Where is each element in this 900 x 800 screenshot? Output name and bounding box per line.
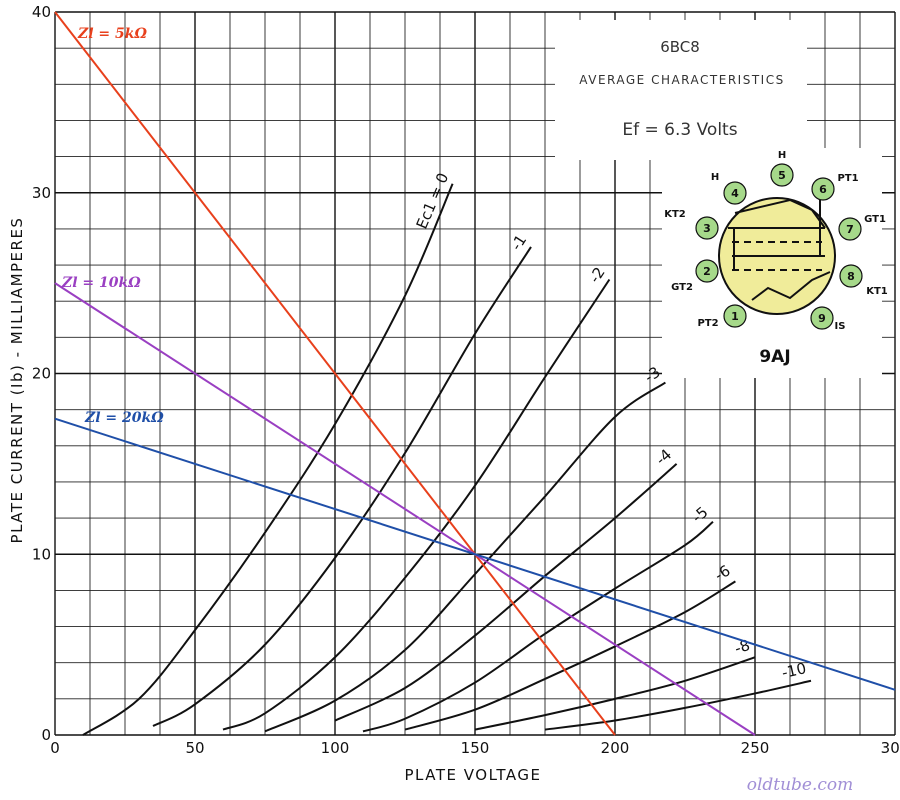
electrode-schematic bbox=[728, 198, 831, 301]
pin-4 bbox=[723, 181, 747, 205]
pin-name: IS bbox=[835, 321, 846, 332]
x-tick-label: 0 bbox=[50, 739, 60, 757]
curve-ec1-4 bbox=[334, 463, 678, 722]
pin-name: KT2 bbox=[664, 209, 686, 220]
pin-5 bbox=[770, 163, 794, 187]
curve-ec1-8 bbox=[474, 656, 756, 731]
y-axis-title: PLATE CURRENT (Ib) - MILLIAMPERES bbox=[8, 217, 26, 544]
pin-9 bbox=[810, 306, 834, 330]
watermark: oldtube.com bbox=[747, 775, 854, 795]
curve-ec1-3 bbox=[264, 381, 666, 733]
x-tick-label: 150 bbox=[461, 739, 490, 757]
curve-ec1-10 bbox=[82, 183, 454, 736]
pin-number: 3 bbox=[703, 222, 711, 235]
curve-ec1-6 bbox=[404, 580, 736, 731]
load-lines: Zl = 5kΩ Zl = 10kΩ Zl = 20kΩ bbox=[54, 11, 896, 736]
pin-number: 7 bbox=[846, 223, 854, 236]
load-line-label: Zl = 20kΩ bbox=[84, 410, 164, 426]
basing-diagram: 1 PT2 2 GT2 3 KT2 4 H 5 H 6 PT1 7 GT1 8 KT1 9 IS 9AJ bbox=[662, 148, 888, 378]
curve-label: -1 bbox=[507, 231, 530, 253]
curve-label: -5 bbox=[689, 503, 712, 526]
info-subtitle: AVERAGE CHARACTERISTICS bbox=[579, 73, 784, 87]
curve-ec1-1 bbox=[152, 246, 532, 727]
pin-number: 4 bbox=[731, 187, 739, 200]
curve-label: -6 bbox=[711, 561, 733, 584]
pins: 1 PT2 2 GT2 3 KT2 4 H 5 H 6 PT1 7 GT1 8 KT1 9 IS bbox=[664, 150, 888, 332]
curve-ec1-5 bbox=[362, 520, 714, 733]
pin-number: 1 bbox=[731, 310, 739, 323]
x-tick-label: 200 bbox=[601, 739, 630, 757]
curve-label: -10 bbox=[780, 659, 808, 682]
curve-label: -4 bbox=[652, 445, 675, 468]
tube-type: 6BC8 bbox=[660, 38, 700, 56]
pin-name: PT1 bbox=[837, 173, 858, 184]
pin-number: 6 bbox=[819, 183, 827, 196]
curve-label: -3 bbox=[641, 363, 664, 386]
curve-ec1-10 bbox=[544, 679, 812, 731]
pin-name: PT2 bbox=[697, 318, 718, 329]
load-line bbox=[54, 282, 756, 736]
load-line-label: Zl = 10kΩ bbox=[61, 275, 141, 291]
basing-code: 9AJ bbox=[759, 347, 790, 367]
x-tick-label: 100 bbox=[321, 739, 350, 757]
curve-label: -2 bbox=[585, 264, 608, 286]
x-axis-title: PLATE VOLTAGE bbox=[405, 766, 542, 784]
y-tick-label: 10 bbox=[32, 545, 51, 563]
pin-number: 8 bbox=[847, 270, 855, 283]
pin-name: GT2 bbox=[671, 282, 693, 293]
x-tick-label: 250 bbox=[741, 739, 770, 757]
pin-name: KT1 bbox=[866, 286, 888, 297]
y-tick-label: 40 bbox=[32, 3, 51, 21]
tick-labels: 0 50 100 150 200 250 300 0 10 20 30 40 bbox=[32, 3, 900, 757]
info-box: 6BC8 AVERAGE CHARACTERISTICS Ef = 6.3 Vo… bbox=[555, 20, 807, 160]
pin-name: H bbox=[711, 172, 719, 183]
y-tick-label: 0 bbox=[41, 726, 51, 744]
pin-number: 5 bbox=[778, 169, 786, 182]
pin-6 bbox=[811, 177, 835, 201]
x-tick-label: 300 bbox=[881, 739, 900, 757]
pin-name: H bbox=[778, 150, 786, 161]
load-line-label: Zl = 5kΩ bbox=[77, 26, 147, 42]
pin-3 bbox=[695, 216, 719, 240]
load-line bbox=[54, 11, 616, 736]
pin-number: 9 bbox=[818, 312, 826, 325]
pin-1 bbox=[723, 304, 747, 328]
load-line bbox=[54, 417, 896, 691]
pin-8 bbox=[839, 264, 863, 288]
y-tick-label: 20 bbox=[32, 365, 51, 383]
pin-7 bbox=[838, 217, 862, 241]
curve-ec1-2 bbox=[222, 278, 611, 731]
pin-name: GT1 bbox=[864, 214, 886, 225]
x-tick-label: 50 bbox=[185, 739, 204, 757]
pin-number: 2 bbox=[703, 265, 711, 278]
pin-2 bbox=[695, 259, 719, 283]
filament-voltage: Ef = 6.3 Volts bbox=[622, 120, 737, 140]
y-tick-label: 30 bbox=[32, 184, 51, 202]
